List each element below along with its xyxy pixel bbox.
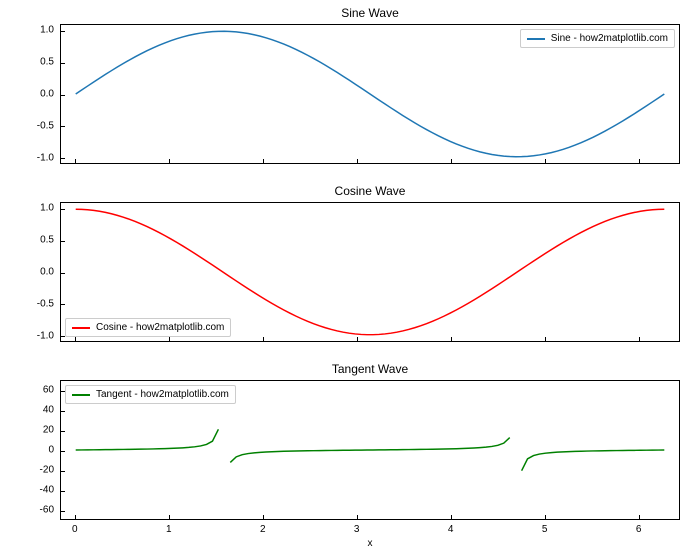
legend-label: Tangent - how2matplotlib.com (96, 389, 229, 400)
subplot-title: Tangent Wave (60, 362, 680, 376)
legend: Tangent - how2matplotlib.com (65, 385, 236, 404)
plot-area: Tangent - how2matplotlib.com (60, 380, 680, 520)
subplot-title: Sine Wave (60, 6, 680, 20)
xtick-mark (357, 337, 358, 341)
legend-label: Sine - how2matplotlib.com (551, 33, 668, 44)
ytick-label: 40 (43, 405, 60, 416)
xtick-mark (75, 337, 76, 341)
ytick-label: 0.5 (40, 235, 60, 246)
legend: Cosine - how2matplotlib.com (65, 318, 231, 337)
xtick-mark (263, 159, 264, 163)
subplot-2: Tangent WaveTangent - how2matplotlib.com… (60, 380, 680, 520)
xtick-mark (451, 515, 452, 519)
ytick-label: 20 (43, 425, 60, 436)
xtick-mark (357, 515, 358, 519)
ytick-label: 0.0 (40, 267, 60, 278)
ytick-label: -60 (40, 505, 60, 516)
ytick-label: -20 (40, 465, 60, 476)
subplot-1: Cosine WaveCosine - how2matplotlib.com-1… (60, 202, 680, 342)
xtick-mark (75, 515, 76, 519)
xtick-mark (169, 515, 170, 519)
xtick-mark (75, 159, 76, 163)
plot-area: Cosine - how2matplotlib.com (60, 202, 680, 342)
xtick-mark (169, 337, 170, 341)
xtick-mark (263, 515, 264, 519)
ytick-label: 60 (43, 385, 60, 396)
xtick-mark (263, 337, 264, 341)
xtick-mark (451, 159, 452, 163)
xtick-mark (169, 159, 170, 163)
ytick-label: 1.0 (40, 203, 60, 214)
subplot-title: Cosine Wave (60, 184, 680, 198)
ytick-label: -0.5 (37, 120, 60, 131)
xtick-mark (545, 337, 546, 341)
ytick-label: 1.0 (40, 25, 60, 36)
xtick-mark (545, 159, 546, 163)
xtick-mark (545, 515, 546, 519)
ytick-label: -1.0 (37, 152, 60, 163)
ytick-label: -40 (40, 485, 60, 496)
plot-area: Sine - how2matplotlib.com (60, 24, 680, 164)
xtick-mark (357, 159, 358, 163)
legend-swatch (72, 394, 90, 396)
legend-label: Cosine - how2matplotlib.com (96, 322, 224, 333)
legend-swatch (72, 327, 90, 329)
ytick-label: -1.0 (37, 330, 60, 341)
ytick-label: -0.5 (37, 298, 60, 309)
legend: Sine - how2matplotlib.com (520, 29, 675, 48)
figure: Sine Wave Sine - how2matplotlib.com -1.0 -0… (0, 0, 700, 560)
xtick-mark (451, 337, 452, 341)
xtick-mark (639, 159, 640, 163)
ytick-label: 0.0 (40, 89, 60, 100)
xtick-mark (639, 337, 640, 341)
legend-swatch (527, 38, 545, 40)
xtick-mark (639, 515, 640, 519)
ytick-label: 0.5 (40, 57, 60, 68)
subplot-0: Sine WaveSine - how2matplotlib.com-1.0-0… (60, 24, 680, 164)
ytick-label: 0 (48, 445, 60, 456)
x-axis-label: x (60, 520, 680, 549)
